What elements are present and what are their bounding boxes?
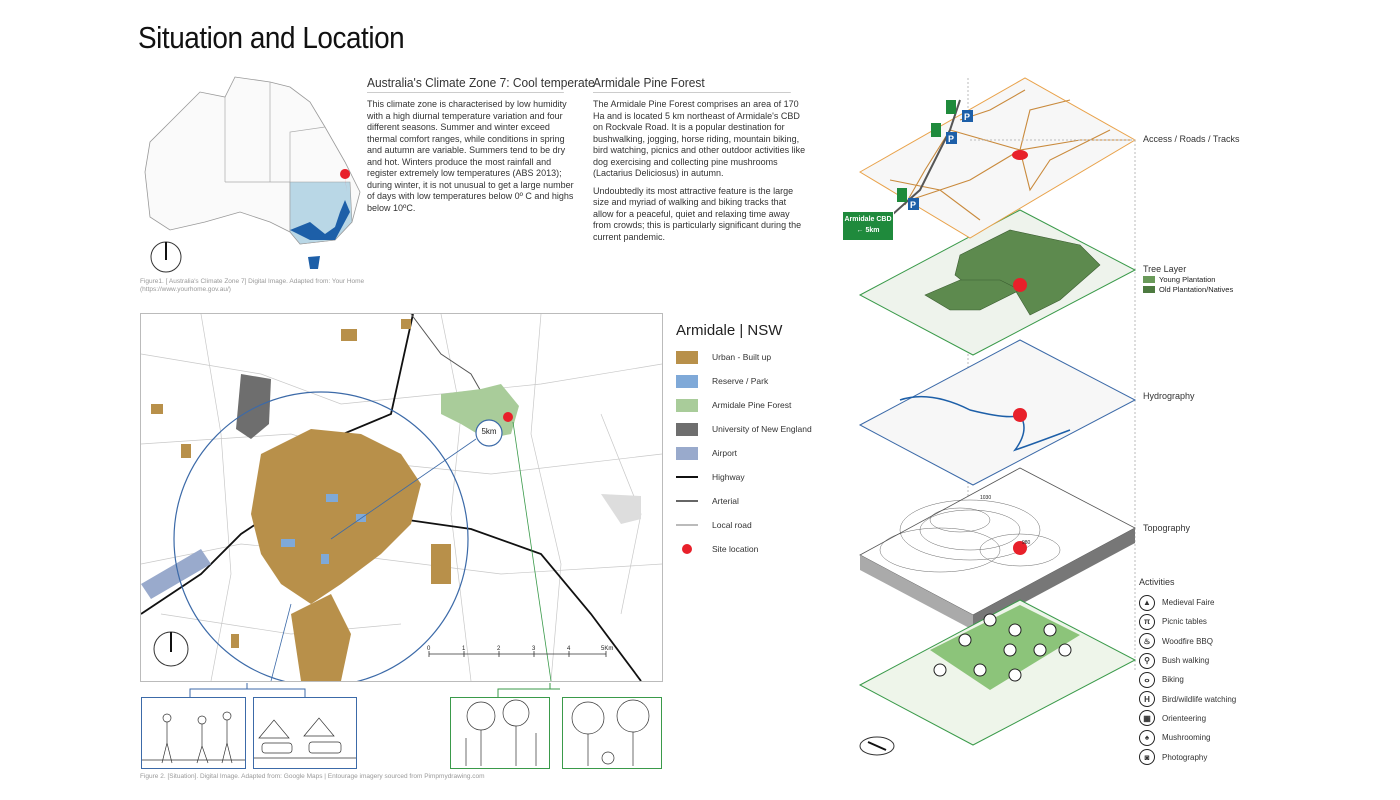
legend-item: Airport — [676, 441, 816, 465]
scale-tick: 0 — [427, 646, 431, 652]
activity-item: ♠ Mushrooming — [1139, 728, 1236, 747]
legend-swatch — [676, 446, 698, 460]
legend-label: Urban - Built up — [712, 352, 772, 362]
tree-legend: Tree Layer Young Plantation Old Plantati… — [1143, 264, 1233, 294]
situation-map: 5km 0 1 2 3 4 5Km — [140, 313, 663, 687]
climate-heading: Australia's Climate Zone 7: Cool tempera… — [367, 75, 595, 93]
legend-line — [676, 524, 698, 526]
activity-item: ▦ Orienteering — [1139, 709, 1236, 728]
layer-label-topography: Topography — [1143, 523, 1191, 533]
thumb-connectors — [189, 683, 560, 697]
activity-item: ♨ Woodfire BBQ — [1139, 632, 1236, 651]
legend-item: University of New England — [676, 417, 816, 441]
activity-label: Photography — [1162, 752, 1208, 762]
radius-label: 5km — [481, 427, 497, 436]
tree-legend-label: Young Plantation — [1159, 275, 1216, 284]
forest-body-1: The Armidale Pine Forest comprises an ar… — [593, 99, 806, 178]
topo-spot-height: 980 — [1022, 540, 1031, 546]
activity-label: Bush walking — [1162, 656, 1210, 666]
activity-item: ▲ Medieval Faire — [1139, 593, 1236, 612]
scale-tick: 3 — [532, 646, 536, 652]
legend-item: Armidale Pine Forest — [676, 393, 816, 417]
picnic-table-icon: π — [1139, 613, 1155, 630]
legend-label: Local road — [712, 520, 752, 530]
activity-label: Mushrooming — [1162, 733, 1211, 743]
parking-icon: P — [948, 134, 954, 144]
activity-label: Picnic tables — [1162, 617, 1207, 627]
page-title: Situation and Location — [138, 20, 405, 55]
layer-label-access: Access / Roads / Tracks — [1143, 134, 1240, 144]
mushroom-icon: ♠ — [1139, 729, 1155, 746]
activity-item: ⴰ Biking — [1139, 670, 1236, 689]
legend-label: Highway — [712, 472, 745, 482]
legend-swatch — [676, 422, 698, 436]
legend-line — [676, 500, 698, 502]
scale-tick: 2 — [497, 646, 501, 652]
legend-item: Arterial — [676, 489, 816, 513]
layer-label-activities: Activities — [1139, 577, 1175, 587]
figure1-caption: Figure1. [ Australia's Climate Zone 7] D… — [140, 278, 365, 293]
legend-label: Site location — [712, 544, 759, 554]
forest-heading: Armidale Pine Forest — [593, 75, 791, 93]
legend-item: Site location — [676, 537, 816, 561]
australia-climate-map — [144, 76, 361, 273]
binoculars-icon: H — [1139, 691, 1155, 708]
climate-body: This climate zone is characterised by lo… — [367, 99, 574, 213]
young-plantation-swatch — [1143, 276, 1155, 283]
camera-icon: ◙ — [1139, 749, 1155, 766]
activity-label: Woodfire BBQ — [1162, 636, 1213, 646]
topo-spot-height: 1030 — [980, 495, 992, 501]
exploded-layers-diagram: P P P — [858, 77, 1137, 756]
activity-label: Biking — [1162, 675, 1184, 685]
legend-swatch — [676, 350, 698, 364]
thumb-street-cars — [253, 697, 357, 769]
legend-title: Armidale | NSW — [676, 322, 783, 339]
activity-item: H Bird/wildlife watching — [1139, 689, 1236, 708]
activity-item: ⚲ Bush walking — [1139, 651, 1236, 670]
thumb-forest-walkers — [450, 697, 550, 769]
legend-item: Local road — [676, 513, 816, 537]
scale-tick: 5Km — [601, 646, 614, 652]
activity-item: π Picnic tables — [1139, 612, 1236, 631]
thumb-street-people — [141, 697, 246, 769]
parking-icon: P — [910, 200, 916, 210]
legend-item: Reserve / Park — [676, 369, 816, 393]
fire-icon: ♨ — [1139, 633, 1155, 650]
map-legend: Armidale | NSW Urban - Built up Reserve /… — [676, 322, 816, 561]
sign-line2: ← 5km — [856, 227, 880, 234]
bike-icon: ⴰ — [1139, 671, 1155, 688]
forest-body-2: Undoubtedly its most attractive feature … — [593, 185, 802, 242]
old-plantation-swatch — [1143, 286, 1155, 293]
activity-label: Medieval Faire — [1162, 598, 1215, 608]
legend-label: Arterial — [712, 496, 739, 506]
legend-label: Reserve / Park — [712, 376, 769, 386]
activities-legend: Activities ▲ Medieval Faire π Picnic tables… — [1139, 577, 1236, 767]
map-icon: ▦ — [1139, 710, 1155, 727]
layer-label-hydrography: Hydrography — [1143, 391, 1195, 401]
legend-item: Highway — [676, 465, 816, 489]
legend-swatch — [676, 398, 698, 412]
cbd-direction-sign: Armidale CBD ← 5km — [842, 211, 894, 241]
walking-icon: ⚲ — [1139, 652, 1155, 669]
activity-label: Bird/wildlife watching — [1162, 694, 1237, 704]
scale-tick: 1 — [462, 646, 466, 652]
site-dot-icon — [682, 544, 692, 554]
thumb-forest-biker — [562, 697, 662, 769]
sign-line1: Armidale CBD — [844, 216, 892, 223]
legend-label: Airport — [712, 448, 738, 458]
legend-label: University of New England — [712, 424, 812, 434]
tree-legend-label: Old Plantation/Natives — [1159, 285, 1234, 294]
figure2-caption: Figure 2. [Situation]. Digital Image. Ad… — [140, 773, 485, 780]
activity-label: Orienteering — [1162, 713, 1207, 723]
legend-label: Armidale Pine Forest — [712, 400, 792, 410]
legend-swatch — [676, 374, 698, 388]
parking-icon: P — [964, 112, 970, 122]
activity-item: ◙ Photography — [1139, 747, 1236, 766]
layer-label-tree: Tree Layer — [1143, 264, 1187, 274]
tent-icon: ▲ — [1139, 594, 1155, 611]
legend-line — [676, 476, 698, 478]
legend-item: Urban - Built up — [676, 345, 816, 369]
scale-tick: 4 — [567, 646, 571, 652]
